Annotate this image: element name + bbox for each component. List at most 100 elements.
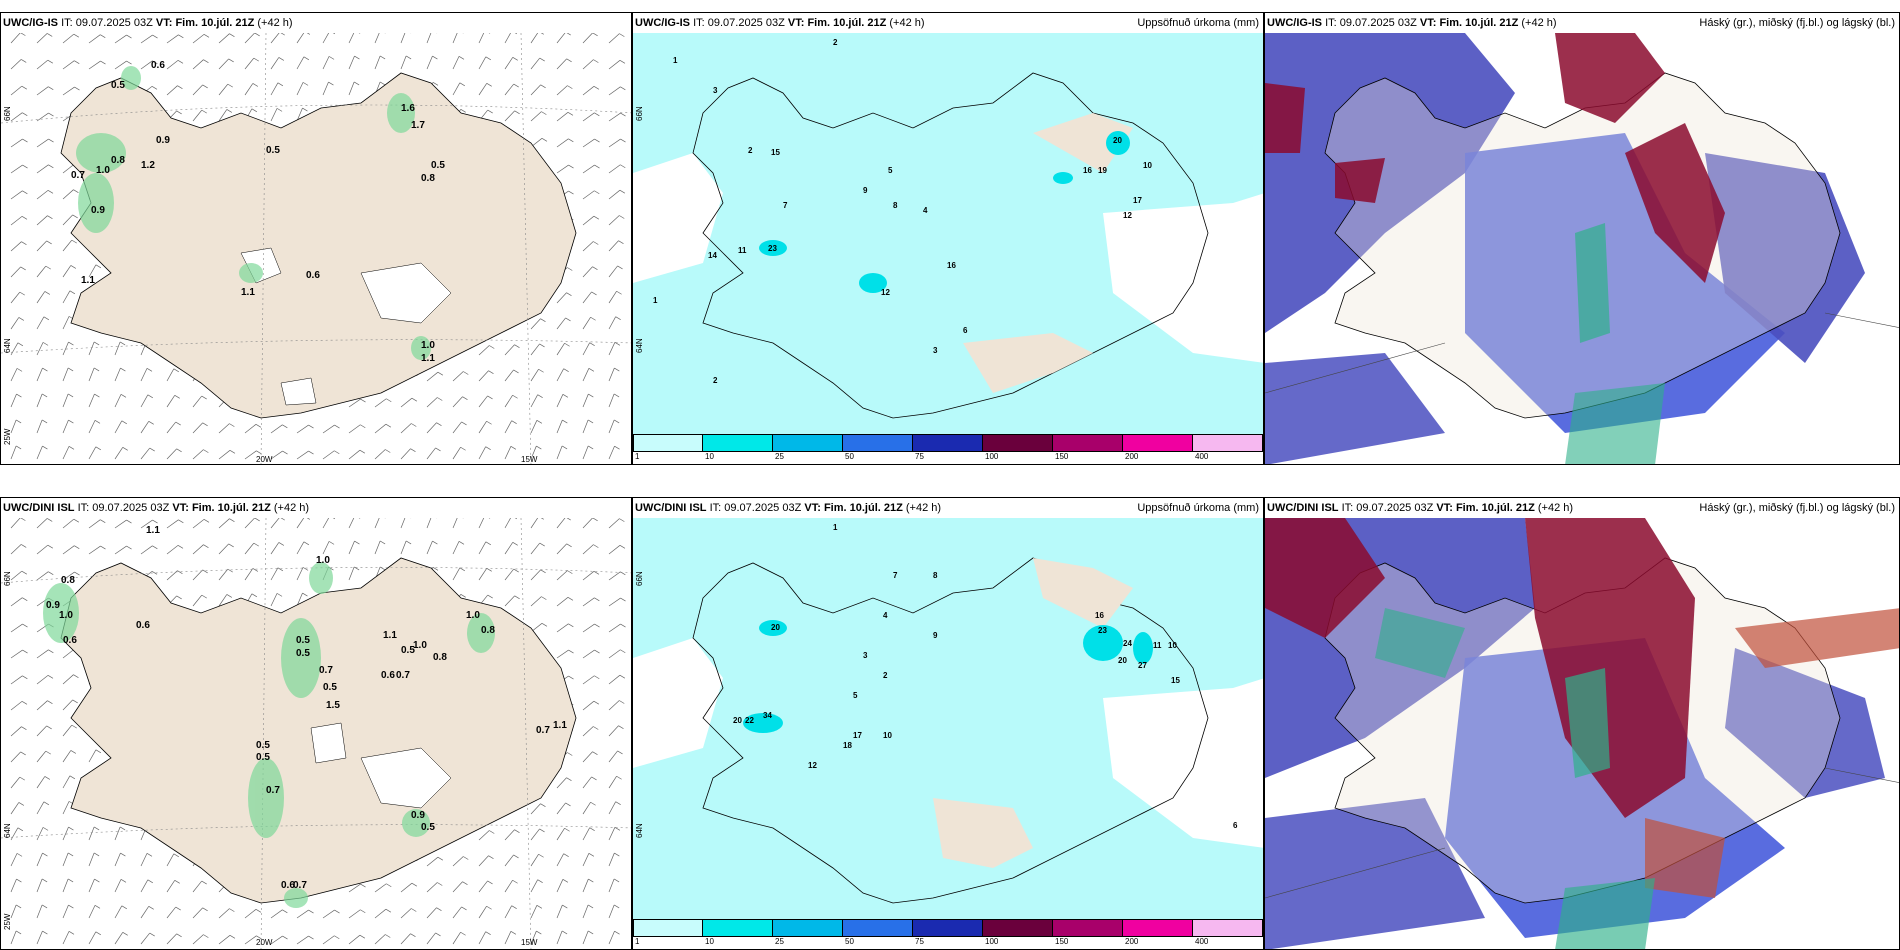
wind-barb — [62, 367, 69, 382]
wind-barb-tick — [282, 450, 288, 455]
colorbar-cell — [1053, 434, 1123, 452]
wind-barb — [530, 318, 541, 330]
wind-barb — [556, 828, 565, 841]
wind-barb — [608, 878, 615, 893]
wind-barb-tick — [44, 776, 51, 780]
wind-barb — [36, 316, 45, 330]
field-title: Uppsöfnuð úrkoma (mm) — [1137, 17, 1259, 29]
wind-barb — [608, 801, 616, 815]
wind-barb-tick — [538, 853, 544, 858]
wind-barb-tick — [93, 341, 100, 346]
wind-barb-tick — [68, 904, 74, 909]
wind-barb — [556, 777, 567, 789]
wind-barb-tick — [253, 542, 259, 547]
wind-barb — [582, 317, 591, 330]
wind-barb-tick — [126, 519, 132, 524]
wind-barb — [452, 541, 460, 555]
wind-barb-tick — [43, 801, 50, 806]
wind-barb — [348, 424, 361, 434]
wind-barb — [582, 597, 595, 607]
wind-barb — [504, 568, 514, 581]
wind-barb — [426, 540, 433, 555]
wind-barb — [556, 292, 567, 304]
wind-barb-tick — [432, 540, 438, 545]
wind-barb — [608, 904, 615, 919]
wind-barb — [10, 266, 21, 278]
wind-barb — [114, 905, 123, 919]
wind-barb-tick — [16, 853, 23, 857]
wind-barb-tick — [353, 81, 360, 86]
wind-barb-tick — [540, 803, 546, 808]
wind-barb-tick — [594, 190, 600, 195]
wind-barb-tick — [42, 367, 48, 372]
wind-barb-tick — [385, 908, 392, 913]
wind-barb — [400, 882, 413, 893]
wind-barb-tick — [41, 878, 48, 883]
svg-text:0.8: 0.8 — [421, 173, 435, 184]
wind-barb — [62, 674, 74, 685]
wind-barb-tick — [252, 83, 259, 87]
svg-text:11: 11 — [1153, 641, 1162, 650]
wind-barb — [140, 394, 149, 408]
wind-barb-tick — [568, 623, 574, 628]
wind-barb-tick — [203, 934, 209, 938]
wind-barb-tick — [486, 420, 492, 425]
wind-barb — [10, 623, 23, 633]
wind-barb-tick — [563, 368, 569, 372]
svg-text:19: 19 — [1098, 166, 1107, 175]
wind-barb-tick — [379, 540, 386, 545]
wind-barb-tick — [458, 541, 465, 545]
wind-barb-tick — [589, 342, 595, 346]
svg-text:0.5: 0.5 — [296, 648, 310, 659]
wind-barb-tick — [71, 239, 77, 244]
wind-barb-tick — [488, 855, 494, 860]
wind-barb — [62, 189, 74, 200]
wind-barb — [36, 445, 43, 460]
wind-barb — [582, 675, 595, 685]
svg-text:7: 7 — [783, 201, 788, 210]
wind-barb-tick — [176, 448, 182, 453]
svg-text:0.5: 0.5 — [401, 645, 415, 656]
wind-barb — [192, 880, 202, 893]
wind-barb-tick — [41, 393, 48, 398]
wind-barb — [166, 853, 175, 867]
wind-barb — [478, 518, 485, 529]
colorbar-cell — [1123, 919, 1193, 937]
wind-barb-tick — [332, 518, 336, 520]
wind-barb — [62, 86, 75, 96]
wind-barb-tick — [590, 316, 596, 321]
wind-barb-tick — [334, 424, 340, 429]
graticule — [1, 518, 631, 949]
wind-barb-tick — [587, 930, 594, 935]
wind-barb-tick — [16, 393, 22, 398]
wind-barb — [88, 34, 101, 44]
wind-barb — [608, 138, 621, 148]
wind-barb-tick — [126, 545, 132, 550]
wind-barb — [582, 112, 595, 122]
wind-barb-tick — [256, 450, 262, 455]
wind-barb-tick — [203, 59, 209, 63]
wind-barb-tick — [359, 449, 366, 454]
wind-barb-tick — [120, 879, 127, 883]
lon-label-15: 15W — [521, 455, 538, 464]
wind-barb — [582, 827, 590, 841]
wind-barb — [556, 343, 565, 356]
wind-barb — [10, 368, 18, 382]
colorbar-label: 10 — [705, 452, 714, 461]
wind-barb-tick — [463, 856, 469, 860]
precip-map: 2 1 3 2 15 23 11 14 7 12 16 4 20 16 19 1… — [633, 33, 1263, 445]
wind-barb-tick — [95, 931, 101, 936]
svg-text:3: 3 — [863, 651, 868, 660]
heavy-precip — [743, 620, 1153, 733]
wind-barb — [244, 909, 257, 919]
wind-barb-tick — [303, 56, 310, 61]
wind-barb-tick — [485, 541, 491, 546]
wind-barb — [400, 397, 413, 408]
wind-barb-tick — [592, 751, 598, 756]
wind-barb — [36, 240, 47, 252]
wind-barb — [608, 700, 620, 711]
wind-barb — [88, 60, 101, 70]
wind-barb-tick — [22, 597, 28, 602]
wind-barb — [10, 190, 23, 200]
wind-barb-tick — [594, 112, 600, 117]
